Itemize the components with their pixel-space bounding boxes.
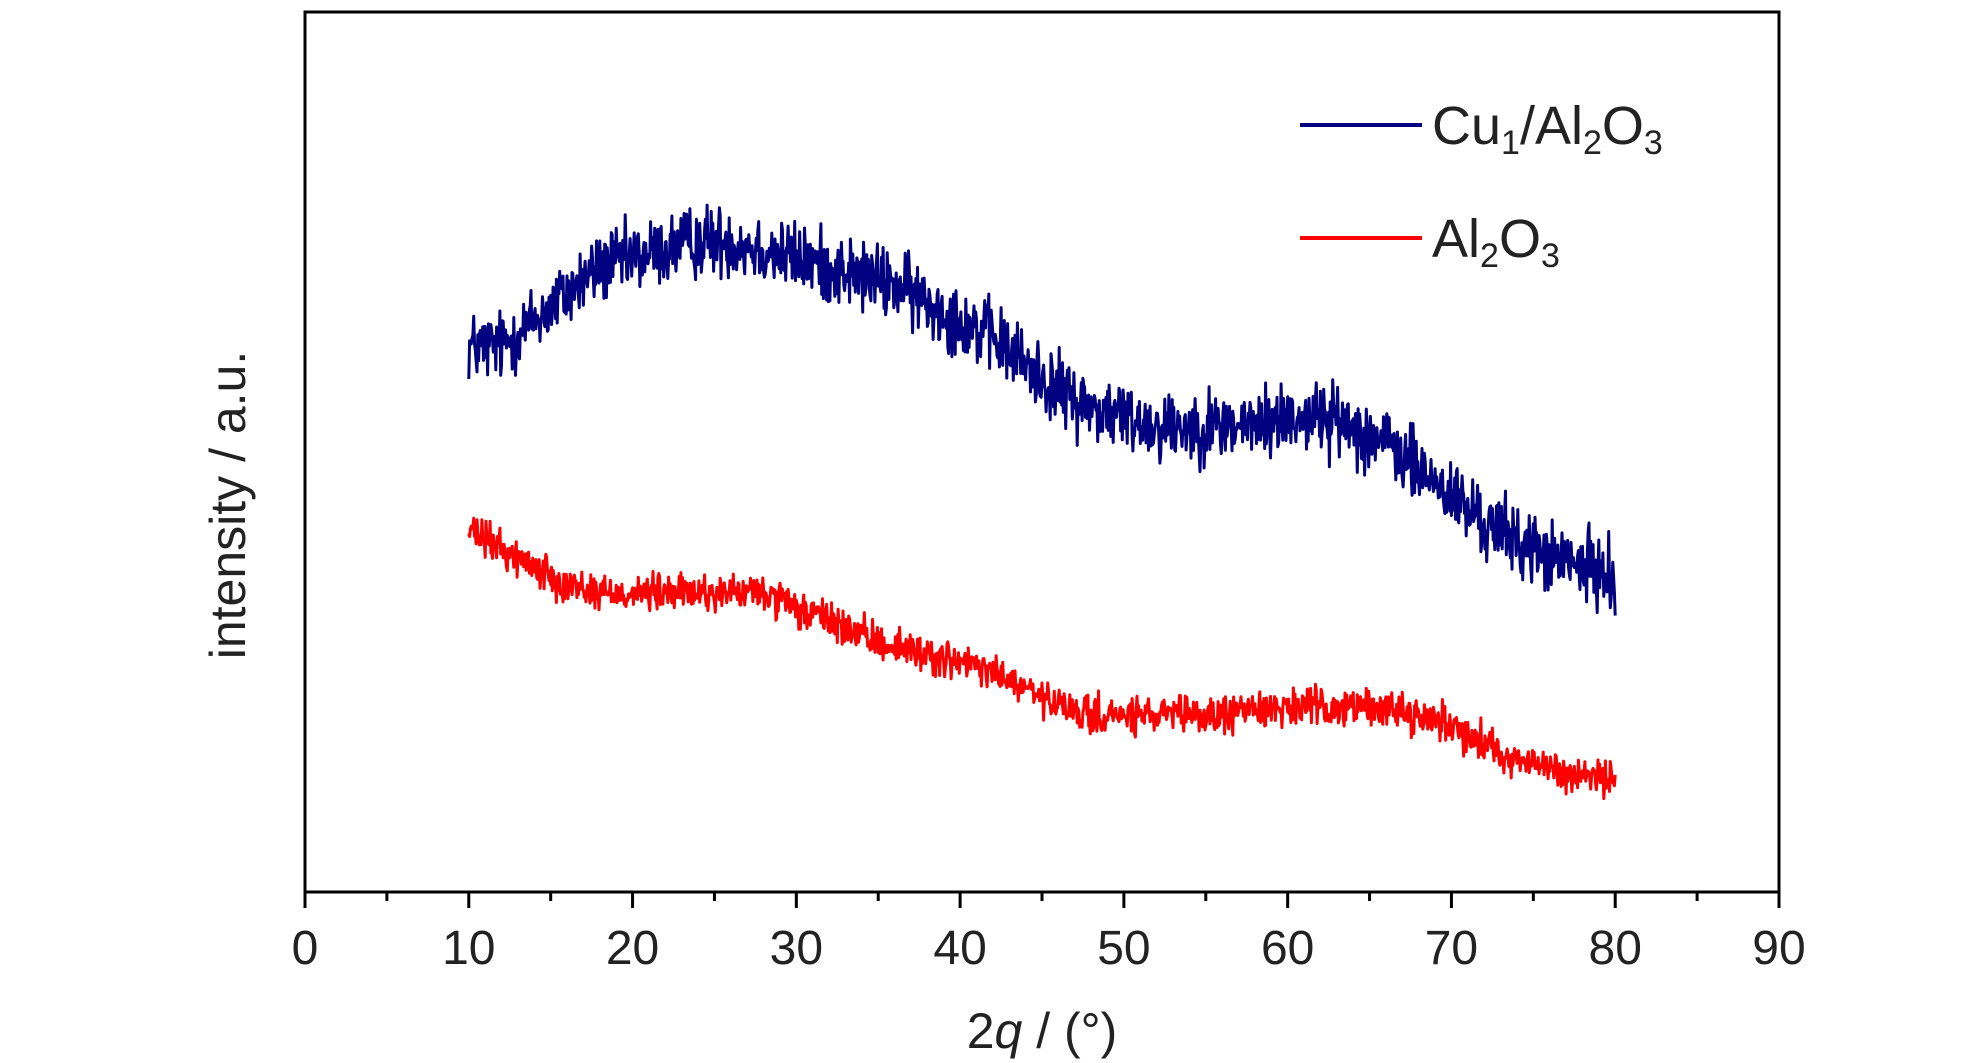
x-tick-labels: 0 10 20 30 40 50 60 70 80 90 — [292, 922, 1806, 975]
x-tick-label: 60 — [1261, 922, 1314, 975]
series-line-1 — [467, 516, 1617, 801]
x-tick-label: 0 — [292, 922, 319, 975]
series-layer — [467, 203, 1617, 801]
x-tick-label: 50 — [1097, 922, 1150, 975]
x-tick-label: 30 — [770, 922, 823, 975]
series-line-0 — [467, 203, 1617, 616]
x-tick-label: 90 — [1752, 922, 1805, 975]
x-tick-label: 70 — [1425, 922, 1478, 975]
x-tick-label: 20 — [606, 922, 659, 975]
y-axis-title: intensity / a.u. — [200, 351, 256, 660]
legend: Cu1/Al2O3 Al2O3 — [1300, 96, 1663, 275]
x-tick-label: 80 — [1589, 922, 1642, 975]
x-axis-title: 2q / (°) — [967, 1003, 1118, 1059]
legend-label: Al2O3 — [1432, 209, 1560, 275]
x-tick-label: 40 — [933, 922, 986, 975]
legend-label: Cu1/Al2O3 — [1432, 96, 1663, 162]
x-tick-label: 10 — [442, 922, 495, 975]
x-axis-ticks — [303, 892, 1781, 908]
